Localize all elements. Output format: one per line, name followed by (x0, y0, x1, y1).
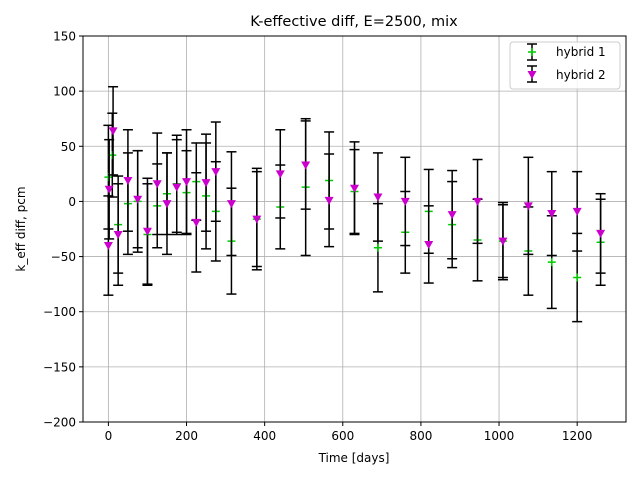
data-point (324, 196, 334, 205)
y-tick-label: −50 (51, 250, 76, 264)
x-tick-label: 600 (331, 429, 354, 443)
data-point (275, 170, 285, 179)
data-point (142, 227, 152, 236)
legend-label-hybrid-1: hybrid 1 (556, 45, 606, 59)
legend-marker-hybrid-1 (528, 48, 536, 56)
data-point (301, 161, 311, 170)
plot-frame (82, 35, 627, 423)
data-point (172, 183, 182, 192)
data-point (523, 202, 533, 211)
y-tick-label: −200 (43, 416, 76, 430)
legend-item-hybrid-2: hybrid 2 (527, 65, 606, 83)
data-point (152, 180, 162, 189)
x-tick-label: 800 (409, 429, 432, 443)
data-point (252, 215, 262, 224)
x-tick-label: 1200 (562, 429, 593, 443)
data-point (400, 197, 410, 206)
series-hybrid-2 (103, 85, 606, 296)
x-tick-label: 400 (253, 429, 276, 443)
y-axis-label: k_eff diff, pcm (14, 186, 28, 271)
data-point (572, 207, 582, 216)
data-point (596, 229, 606, 238)
data-point (201, 179, 211, 188)
data-point (226, 200, 236, 209)
y-tick-label: 0 (68, 195, 76, 209)
data-point (123, 176, 133, 185)
y-tick-label: 50 (61, 140, 76, 154)
y-tick-label: −100 (43, 305, 76, 319)
data-point (373, 243, 382, 252)
legend-item-hybrid-1: hybrid 1 (527, 43, 606, 61)
data-point (473, 197, 483, 206)
data-point (424, 240, 434, 249)
legend: hybrid 1 hybrid 2 (509, 41, 621, 90)
data-point (104, 185, 114, 194)
legend-box (509, 41, 621, 90)
data-point (133, 195, 143, 204)
y-tick-label: −150 (43, 360, 76, 374)
y-tick-label: 150 (53, 30, 76, 44)
data-point (547, 258, 556, 267)
data-point (350, 184, 359, 193)
x-axis-label: Time [days] (318, 451, 390, 465)
legend-label-hybrid-2: hybrid 2 (556, 68, 606, 82)
x-tick-label: 0 (105, 429, 113, 443)
data-point (211, 168, 221, 177)
data-point (191, 218, 201, 227)
data-point (498, 237, 508, 246)
data-point (373, 193, 383, 202)
y-tick-label: 100 (53, 85, 76, 99)
data-layer (103, 85, 606, 323)
data-point (182, 178, 192, 187)
chart-title: K-effective diff, E=2500, mix (250, 14, 458, 30)
x-tick-label: 1000 (484, 429, 515, 443)
data-point (113, 231, 123, 240)
data-point (573, 273, 582, 282)
x-tick-label: 200 (175, 429, 198, 443)
data-point (447, 211, 457, 220)
data-point (108, 127, 118, 136)
data-point (547, 210, 557, 219)
ticks-layer: 0 200 400 600 800 1000 1200 −200 −150 −100 −50 0 50 1… (43, 30, 592, 444)
legend-marker-hybrid-2 (527, 71, 537, 79)
data-point (103, 242, 113, 251)
data-point (162, 200, 172, 209)
